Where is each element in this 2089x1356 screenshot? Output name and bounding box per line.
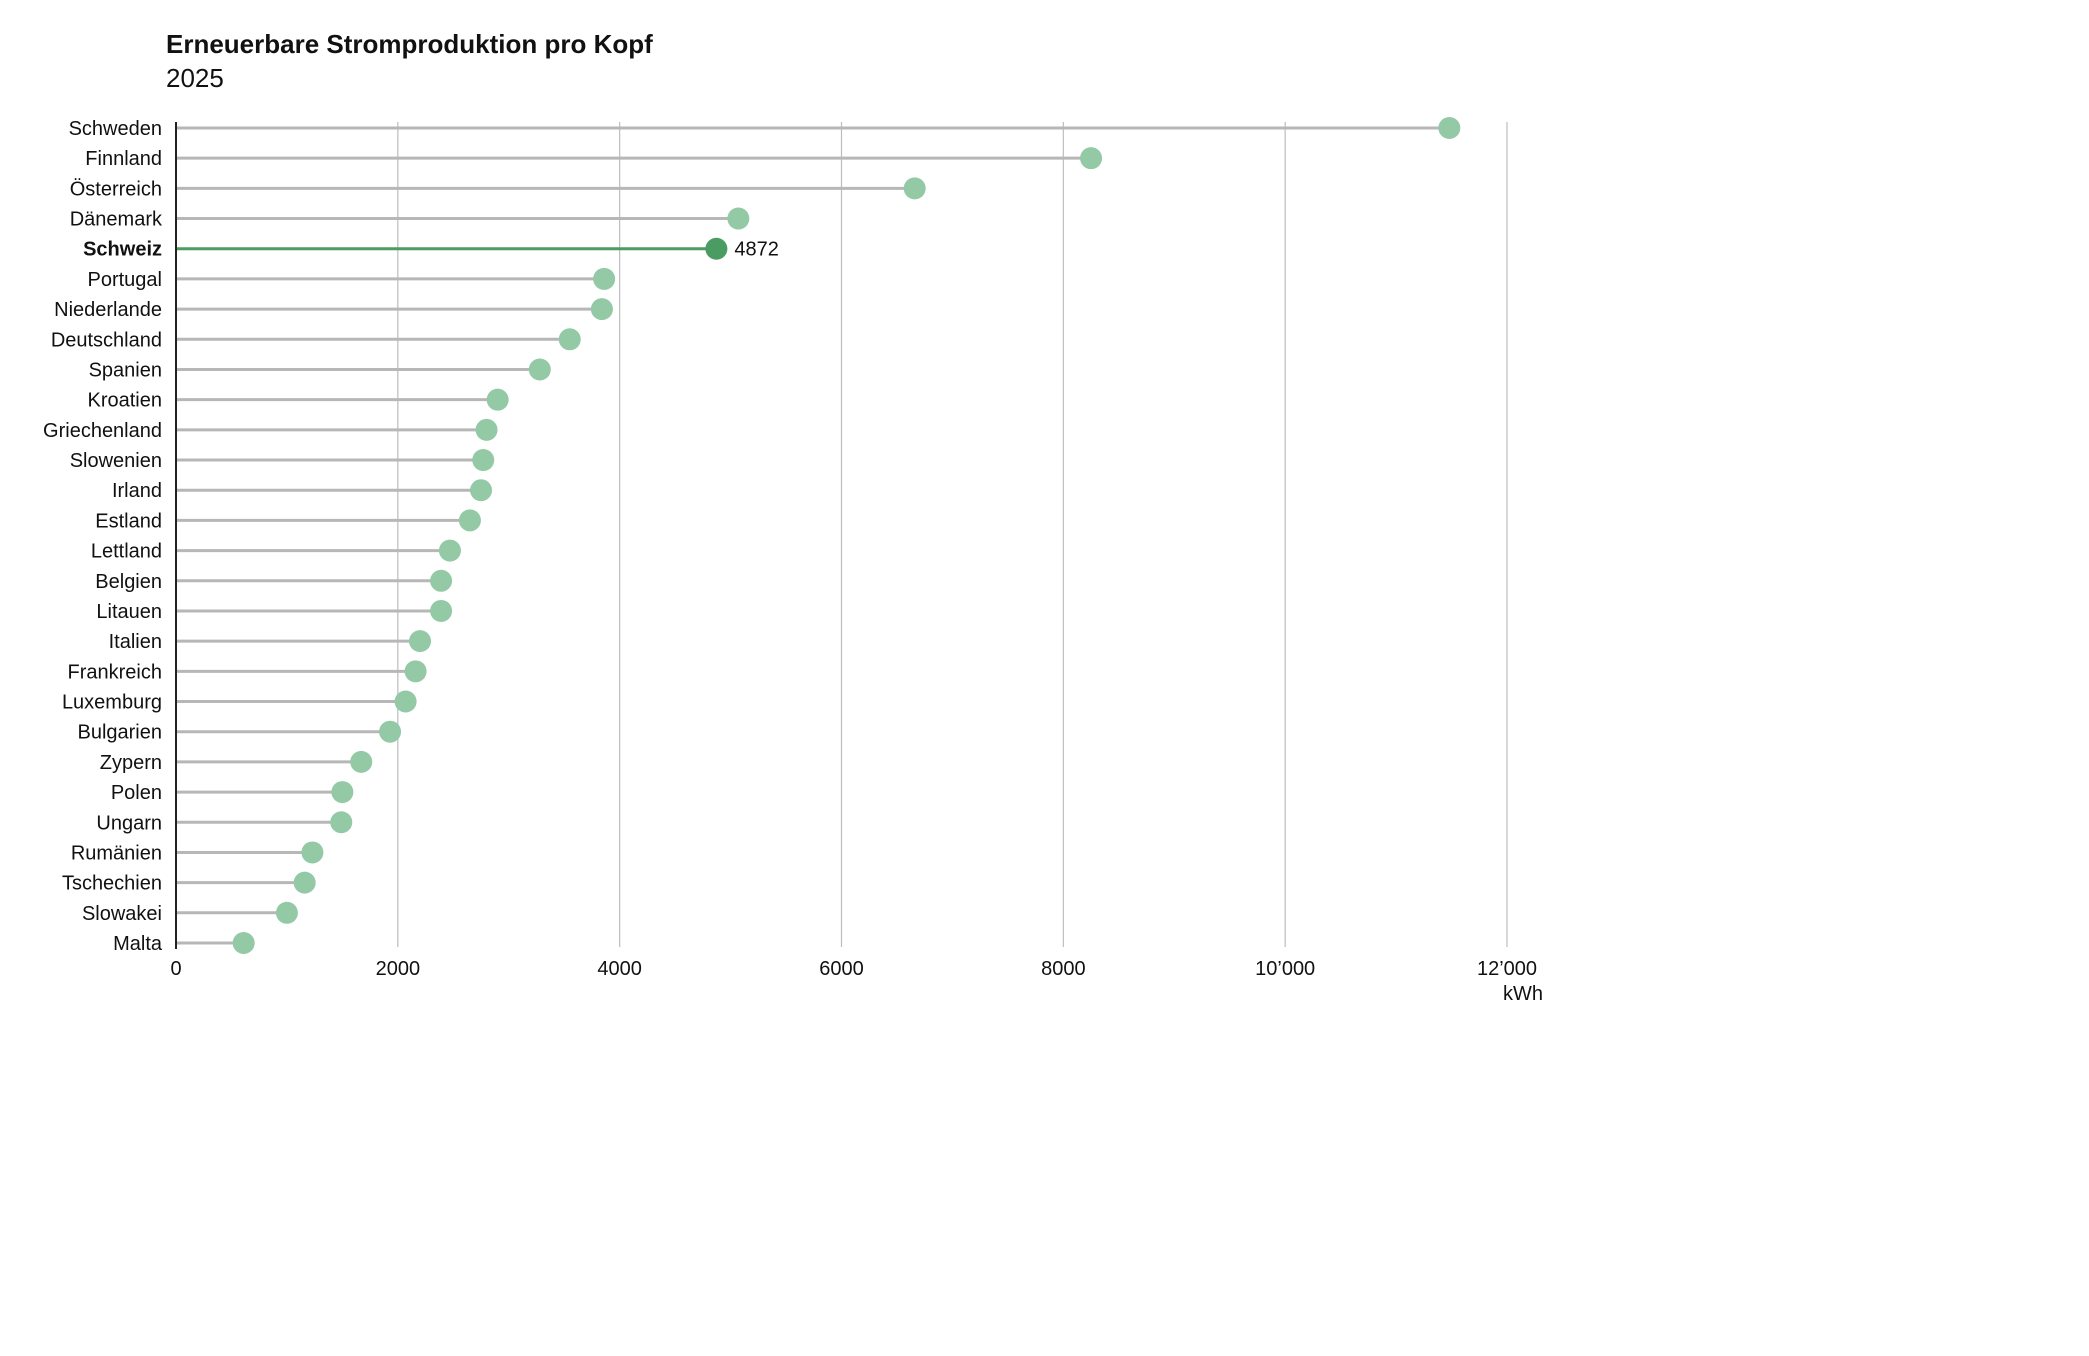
x-tick-label-6000: 6000 [819, 958, 864, 980]
category-label-ungarn: Ungarn [96, 812, 162, 834]
category-label-dänemark: Dänemark [70, 209, 163, 231]
x-tick-label-0: 0 [170, 958, 181, 980]
category-label-polen: Polen [111, 782, 162, 804]
category-label-estland: Estland [95, 510, 162, 532]
dot-zypern [350, 750, 373, 773]
category-label-luxemburg: Luxemburg [62, 692, 162, 714]
x-tick-label-4000: 4000 [597, 958, 642, 980]
dot-estland [458, 509, 481, 532]
dot-polen [331, 781, 354, 804]
dot-irland [470, 479, 493, 502]
dot-dänemark [727, 207, 750, 230]
category-label-schweden: Schweden [69, 118, 162, 140]
category-label-schweiz: Schweiz [83, 239, 162, 261]
category-label-niederlande: Niederlande [54, 299, 162, 321]
category-label-finnland: Finnland [85, 148, 162, 170]
category-label-slowakei: Slowakei [82, 903, 162, 925]
category-label-spanien: Spanien [89, 359, 162, 381]
x-tick-label-10000: 10’000 [1255, 958, 1315, 980]
category-label-bulgarien: Bulgarien [77, 722, 162, 744]
dot-rumänien [301, 841, 324, 864]
dot-lettland [438, 539, 461, 562]
lollipop-chart: Schweden Finnland Österreich Dänemark Schwei… [43, 117, 1543, 1005]
dot-luxemburg [394, 690, 417, 713]
category-label-portugal: Portugal [88, 269, 163, 291]
dot-kroatien [486, 388, 509, 411]
dot-österreich [903, 177, 926, 200]
value-label-schweiz: 4872 [734, 239, 779, 261]
x-tick-label-8000: 8000 [1041, 958, 1086, 980]
category-label-frankreich: Frankreich [68, 661, 162, 683]
dot-tschechien [293, 871, 316, 894]
category-label-deutschland: Deutschland [51, 329, 162, 351]
x-tick-label-2000: 2000 [376, 958, 421, 980]
category-label-litauen: Litauen [96, 601, 162, 623]
category-label-griechenland: Griechenland [43, 420, 162, 442]
dot-slowakei [275, 901, 298, 924]
dot-slowenien [472, 449, 495, 472]
dot-bulgarien [379, 720, 402, 743]
dot-schweiz [705, 237, 728, 260]
dot-belgien [430, 569, 453, 592]
chart-subtitle: 2025 [166, 63, 224, 93]
dot-malta [232, 931, 255, 954]
x-axis-unit-label: kWh [1503, 983, 1543, 1005]
gridlines [397, 122, 1508, 947]
dot-litauen [430, 599, 453, 622]
category-label-irland: Irland [112, 480, 162, 502]
category-label-italien: Italien [109, 631, 162, 653]
category-label-belgien: Belgien [95, 571, 162, 593]
dots [232, 117, 1461, 954]
dot-frankreich [404, 660, 427, 683]
category-label-rumänien: Rumänien [71, 842, 162, 864]
category-labels: Schweden Finnland Österreich Dänemark Schwei… [43, 118, 779, 955]
dot-griechenland [475, 418, 498, 441]
dot-italien [409, 630, 432, 653]
chart-title: Erneuerbare Stromproduktion pro Kopf [166, 29, 653, 59]
dot-finnland [1080, 147, 1103, 170]
category-label-slowenien: Slowenien [70, 450, 162, 472]
category-label-tschechien: Tschechien [62, 873, 162, 895]
dot-portugal [593, 267, 616, 290]
x-tick-labels: 0 2000 4000 6000 8000 10’000 12’000 kWh [170, 958, 1543, 1005]
category-label-lettland: Lettland [91, 541, 162, 563]
dot-niederlande [590, 298, 613, 321]
x-tick-label-12000: 12’000 [1477, 958, 1537, 980]
dot-deutschland [558, 328, 581, 351]
dot-spanien [528, 358, 551, 381]
category-label-zypern: Zypern [100, 752, 162, 774]
dot-schweden [1438, 117, 1461, 139]
stems [176, 126, 1450, 945]
category-label-malta: Malta [113, 933, 163, 955]
category-label-kroatien: Kroatien [88, 390, 163, 412]
category-label-österreich: Österreich [70, 178, 162, 200]
dot-ungarn [330, 811, 353, 834]
